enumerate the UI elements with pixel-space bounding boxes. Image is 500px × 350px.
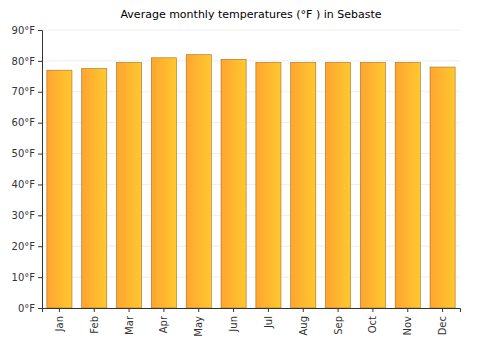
- y-tick: 0°F: [18, 303, 42, 314]
- x-tick-label: Jul: [263, 316, 274, 329]
- x-tick: Jul: [263, 308, 274, 329]
- bar: [117, 62, 142, 308]
- x-tick: Jun: [228, 308, 239, 333]
- x-tick: Oct: [367, 308, 378, 333]
- bars: [47, 55, 455, 308]
- y-tick-mark: [38, 215, 42, 216]
- y-tick-label: 60°F: [12, 117, 36, 128]
- y-tick: 10°F: [12, 272, 42, 283]
- x-tick-mark: [372, 308, 373, 312]
- y-tick-label: 80°F: [12, 56, 36, 67]
- bar: [47, 70, 72, 308]
- y-tick-label: 10°F: [12, 272, 36, 283]
- y-tick: 30°F: [12, 210, 42, 221]
- y-tick: 60°F: [12, 117, 42, 128]
- x-tick: Feb: [89, 308, 100, 334]
- y-tick: 50°F: [12, 148, 42, 159]
- bar: [291, 62, 316, 308]
- y-tick-label: 40°F: [12, 179, 36, 190]
- bar: [186, 55, 211, 308]
- x-tick-mark: [338, 308, 339, 312]
- x-tick: Nov: [402, 308, 413, 336]
- x-tick-label: Sep: [333, 316, 344, 335]
- y-tick: 90°F: [12, 25, 42, 36]
- x-tick-label: Feb: [89, 316, 100, 334]
- y-tick-label: 50°F: [12, 148, 36, 159]
- y-tick: 80°F: [12, 56, 42, 67]
- bar: [395, 62, 420, 308]
- x-tick-label: Nov: [402, 316, 413, 336]
- x-tick: May: [193, 308, 204, 337]
- grid-line: [42, 60, 460, 61]
- x-tick-mark: [163, 308, 164, 312]
- x-tick-mark: [198, 308, 199, 312]
- y-axis: 0°F 10°F 20°F 30°F 40°F 50°F 60°F 70°F 80°F 90°F: [12, 25, 43, 314]
- y-tick-label: 90°F: [12, 25, 36, 36]
- y-tick-mark: [38, 30, 42, 31]
- x-tick: Apr: [158, 308, 169, 333]
- grid-line: [42, 30, 460, 31]
- bar: [360, 62, 385, 308]
- chart: 0°F 10°F 20°F 30°F 40°F 50°F 60°F 70°F 80°F 90°F J…: [0, 0, 500, 350]
- x-tick-mark: [407, 308, 408, 312]
- x-tick-label: Aug: [298, 316, 309, 336]
- y-tick-label: 0°F: [18, 303, 35, 314]
- x-tick: Aug: [298, 308, 309, 336]
- y-tick-mark: [38, 123, 42, 124]
- y-tick-label: 20°F: [12, 241, 36, 252]
- plot: 0°F 10°F 20°F 30°F 40°F 50°F 60°F 70°F 80°F 90°F J…: [12, 25, 461, 337]
- y-tick: 40°F: [12, 179, 42, 190]
- bar: [82, 69, 107, 308]
- x-tick-label: Oct: [367, 316, 378, 333]
- y-tick-mark: [38, 184, 42, 185]
- x-tick: Jan: [54, 308, 65, 332]
- x-tick-label: Dec: [437, 316, 448, 335]
- x-tick-label: Jan: [54, 316, 65, 332]
- x-tick-mark: [268, 308, 269, 312]
- x-tick-mark: [233, 308, 234, 312]
- bar: [151, 58, 176, 308]
- title: Average monthly temperatures (°F ) in Se…: [120, 8, 381, 21]
- x-tick: Sep: [333, 308, 344, 335]
- x-tick-mark: [94, 308, 95, 312]
- bar: [326, 62, 351, 308]
- x-tick-label: May: [193, 316, 204, 337]
- y-tick: 20°F: [12, 241, 42, 252]
- y-tick-label: 30°F: [12, 210, 36, 221]
- x-tick-label: Jun: [228, 316, 239, 333]
- y-tick-mark: [38, 308, 42, 309]
- x-tick-label: Apr: [158, 315, 169, 333]
- y-tick-label: 70°F: [12, 86, 36, 97]
- x-tick-mark: [303, 308, 304, 312]
- y-tick-mark: [38, 92, 42, 93]
- y-tick: 70°F: [12, 86, 42, 97]
- bar: [221, 59, 246, 308]
- y-tick-mark: [38, 154, 42, 155]
- x-tick-mark: [442, 308, 443, 312]
- x-tick: Dec: [437, 308, 448, 335]
- y-tick-mark: [38, 61, 42, 62]
- x-tick: Mar: [124, 308, 135, 335]
- x-tick-mark: [59, 308, 60, 312]
- x-tick-mark: [129, 308, 130, 312]
- y-tick-mark: [38, 277, 42, 278]
- x-tick-label: Mar: [124, 315, 135, 335]
- bar: [256, 62, 281, 308]
- x-axis-line: [43, 309, 461, 313]
- y-axis-line: [38, 31, 43, 309]
- y-tick-mark: [38, 246, 42, 247]
- bar: [430, 67, 455, 308]
- grid: [42, 30, 460, 308]
- x-axis: Jan Feb Mar Apr May Jun Jul Aug Sep Oct Nov Dec: [43, 308, 461, 337]
